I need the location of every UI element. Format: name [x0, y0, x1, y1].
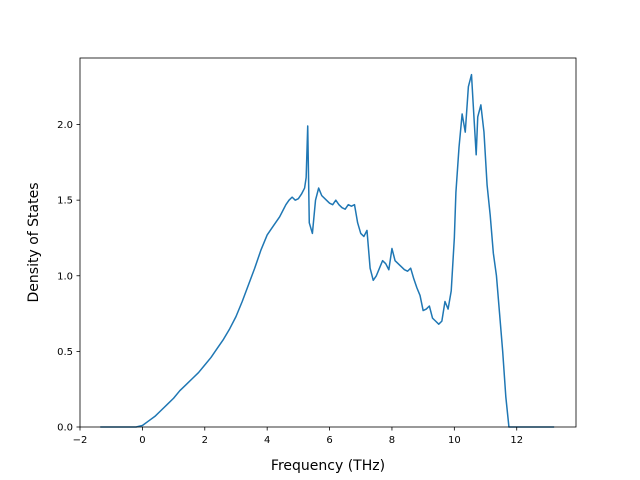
axes-frame	[79, 57, 577, 428]
x-tick-label: 6	[326, 435, 332, 446]
plot-area	[100, 73, 555, 428]
x-tick-label: 2	[202, 435, 208, 446]
x-tick-label: −2	[73, 435, 88, 446]
x-tick-label: 12	[510, 435, 523, 446]
x-tick-label: 10	[448, 435, 461, 446]
y-axis-label: Density of States	[26, 183, 42, 303]
y-tick-label: 1.5	[57, 196, 73, 207]
dos-series-line	[100, 73, 555, 428]
x-axis-label: Frequency (THz)	[271, 458, 385, 474]
x-tick-label: 0	[139, 435, 145, 446]
y-tick-label: 0.5	[57, 347, 73, 358]
x-tick-label: 4	[264, 435, 270, 446]
y-tick-label: 1.0	[57, 271, 73, 282]
axis-ticks: −2 0 2 4 6 8 10 12 0.0 0.5 1.0 1.5 2.0	[57, 120, 523, 446]
x-tick-label: 8	[389, 435, 395, 446]
y-tick-label: 0.0	[57, 423, 73, 434]
y-tick-label: 2.0	[57, 120, 73, 131]
